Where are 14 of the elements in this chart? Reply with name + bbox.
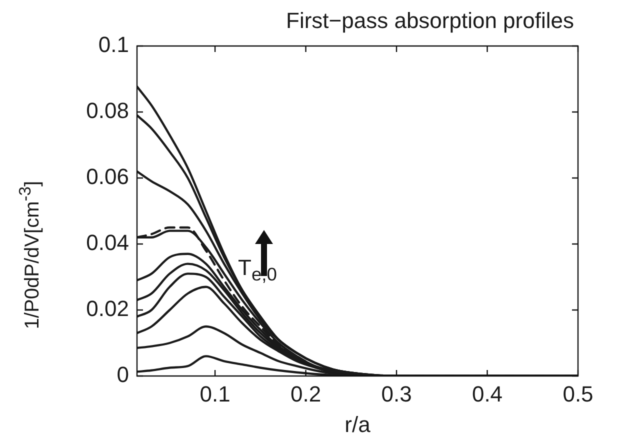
y-tick-label: 0.04 <box>86 230 129 256</box>
x-tick-label: 0.1 <box>200 381 230 406</box>
x-tick-label: 0.5 <box>562 381 594 406</box>
x-tick-label: 0.4 <box>472 381 503 406</box>
x-tick-label: 0.2 <box>290 381 322 406</box>
y-tick-label: 0.1 <box>98 32 129 58</box>
chart-title: First−pass absorption profiles <box>285 8 575 34</box>
x-axis-title: r/a <box>344 412 372 438</box>
annotation: T$_{e,0}$ <box>238 255 277 286</box>
y-tick-label: 0.08 <box>86 98 129 124</box>
y-tick-label: 0 <box>116 362 129 388</box>
y-tick-label: 0.06 <box>86 164 129 190</box>
x-tick-label: 0.3 <box>381 381 412 406</box>
y-tick-label: 0.02 <box>86 296 129 322</box>
